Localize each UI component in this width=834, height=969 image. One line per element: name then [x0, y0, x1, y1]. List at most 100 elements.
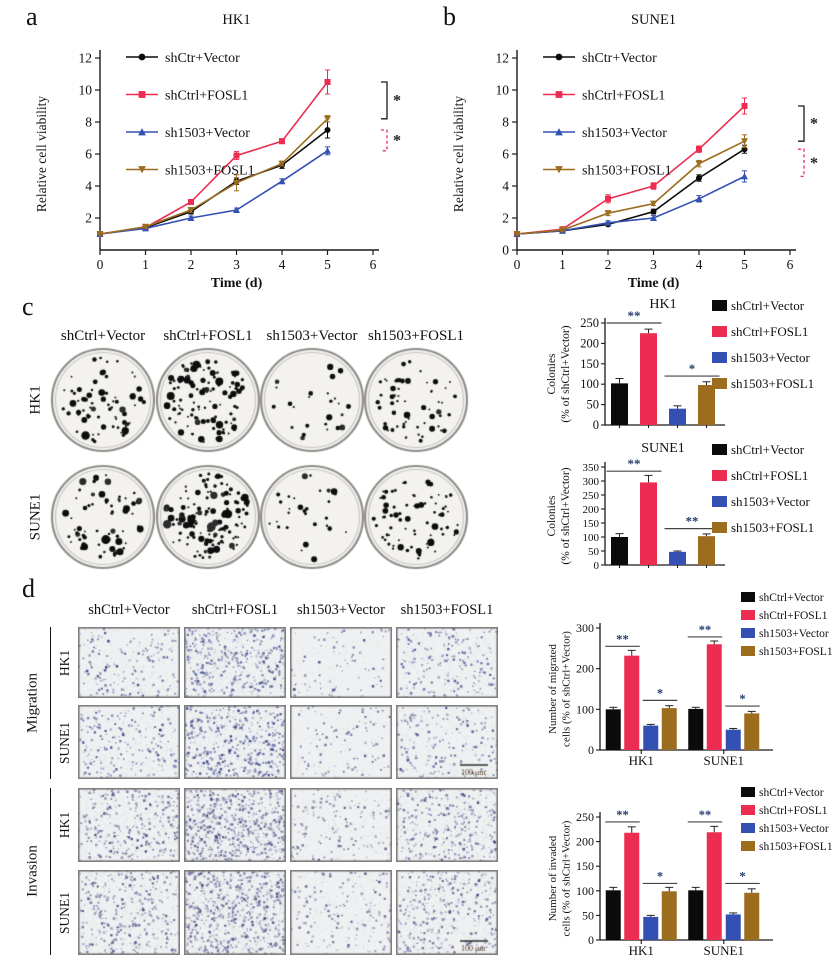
svg-text:0: 0 [588, 743, 594, 757]
svg-text:*: * [810, 116, 818, 133]
svg-text:250: 250 [576, 810, 594, 824]
svg-text:150: 150 [583, 518, 600, 530]
svg-text:shCtrl+FOSL1: shCtrl+FOSL1 [165, 89, 248, 104]
svg-text:0: 0 [588, 933, 594, 947]
micrograph [290, 788, 392, 862]
svg-text:6: 6 [502, 147, 509, 162]
svg-text:*: * [739, 692, 745, 706]
c-col-header-4: sh1503+FOSL1 [368, 328, 464, 344]
svg-text:100: 100 [583, 532, 600, 544]
svg-text:**: ** [616, 808, 629, 822]
c-row-label-hk1: HK1 [27, 385, 44, 415]
svg-text:100: 100 [580, 377, 599, 391]
svg-text:shCtrl+Vector: shCtrl+Vector [731, 442, 805, 457]
micrograph [290, 870, 392, 955]
svg-text:shCtrl+FOSL1: shCtrl+FOSL1 [759, 610, 828, 622]
c-row-label-sune1: SUNE1 [27, 493, 44, 541]
svg-text:shCtr+Vector: shCtr+Vector [165, 51, 240, 66]
c-col-header-3: sh1503+Vector [266, 328, 358, 344]
svg-text:2: 2 [85, 211, 92, 226]
svg-text:Relative cell viability: Relative cell viability [451, 96, 466, 212]
d-col-header-3: sh1503+Vector [297, 602, 385, 618]
micrograph [184, 870, 286, 955]
svg-text:SUNE1: SUNE1 [631, 12, 676, 28]
svg-text:50: 50 [582, 908, 594, 922]
svg-text:10: 10 [79, 83, 93, 98]
colony-dish [153, 462, 263, 572]
svg-text:sh1503+Vector: sh1503+Vector [759, 628, 829, 640]
svg-text:5: 5 [741, 257, 748, 272]
svg-text:50: 50 [587, 398, 600, 412]
c-col-header-1: shCtrl+Vector [60, 328, 146, 344]
panel-label-c: c [22, 292, 34, 321]
svg-text:Number of migrated: Number of migrated [547, 644, 559, 734]
svg-text:5: 5 [324, 257, 331, 272]
d-row-label-migration-sune1: SUNE1 [57, 721, 72, 765]
svg-text:100: 100 [576, 702, 594, 716]
d-row-label-invasion-hk1: HK1 [57, 811, 72, 839]
micrograph [184, 705, 286, 779]
svg-text:*: * [810, 155, 818, 172]
svg-text:**: ** [699, 808, 712, 822]
svg-text:1: 1 [559, 257, 566, 272]
svg-text:300: 300 [583, 476, 600, 488]
svg-text:(% of shCtrl+Vector): (% of shCtrl+Vector) [560, 467, 572, 564]
colony-dish [153, 345, 263, 455]
colony-dish [361, 462, 471, 572]
micrograph [184, 627, 286, 698]
svg-text:*: * [689, 361, 696, 376]
bar-chart-migration: 0 100 200 300 HK1 SUNE1 shCtrl+Vector shCtrl+FO… [547, 592, 833, 768]
svg-text:shCtrl+FOSL1: shCtrl+FOSL1 [731, 324, 808, 339]
svg-text:HK1: HK1 [649, 297, 676, 312]
svg-text:0: 0 [514, 257, 521, 272]
colony-dish [257, 345, 367, 455]
svg-text:shCtr+Vector: shCtr+Vector [582, 51, 657, 66]
svg-text:**: ** [628, 308, 641, 323]
svg-text:6: 6 [85, 147, 92, 162]
svg-text:0: 0 [502, 243, 509, 258]
svg-text:6: 6 [370, 257, 377, 272]
d-group-label-invasion: Invasion [24, 845, 41, 897]
svg-text:sh1503+Vector: sh1503+Vector [731, 494, 810, 509]
svg-text:**: ** [616, 632, 629, 646]
svg-text:250: 250 [583, 490, 600, 502]
panel-label-a: a [26, 2, 38, 31]
micrograph [184, 788, 286, 862]
svg-text:Number of invaded: Number of invaded [547, 835, 559, 921]
d-col-header-2: shCtrl+FOSL1 [191, 602, 279, 618]
d-group-label-migration: Migration [24, 673, 41, 733]
svg-text:HK1: HK1 [629, 943, 654, 958]
svg-text:4: 4 [279, 257, 286, 272]
svg-text:200: 200 [583, 504, 600, 516]
panel-label-d: d [22, 574, 35, 603]
svg-text:Time (d): Time (d) [211, 276, 263, 290]
svg-text:*: * [393, 132, 401, 149]
svg-text:SUNE1: SUNE1 [704, 943, 744, 958]
micrograph [78, 627, 180, 698]
micrograph [290, 627, 392, 698]
svg-text:sh1503+Vector: sh1503+Vector [165, 126, 250, 141]
svg-text:**: ** [686, 514, 699, 529]
svg-text:shCtrl+FOSL1: shCtrl+FOSL1 [582, 89, 665, 104]
colony-dish [48, 462, 158, 572]
micrograph [78, 870, 180, 955]
invasion-group-line [50, 788, 52, 955]
svg-text:shCtrl+Vector: shCtrl+Vector [731, 298, 805, 313]
bar-chart-colonies-sune1: SUNE1 0 50 100 150 200 250 300 350 ** ** Colonies (%… [546, 441, 814, 572]
micrograph-with-scalebar [396, 705, 498, 779]
svg-text:4: 4 [502, 179, 509, 194]
svg-text:Time (d): Time (d) [628, 276, 680, 290]
d-col-header-4: sh1503+FOSL1 [400, 602, 494, 618]
svg-text:sh1503+FOSL1: sh1503+FOSL1 [731, 376, 814, 391]
svg-text:**: ** [699, 623, 712, 637]
svg-text:250: 250 [580, 316, 599, 330]
svg-text:2: 2 [605, 257, 612, 272]
svg-text:10: 10 [496, 83, 510, 98]
svg-text:200: 200 [580, 336, 599, 350]
svg-text:(% of shCtrl+Vector): (% of shCtrl+Vector) [560, 325, 572, 422]
d-col-header-1: shCtrl+Vector [88, 602, 170, 618]
svg-text:cells (% of shCtrl+Vector): cells (% of shCtrl+Vector) [561, 820, 573, 936]
